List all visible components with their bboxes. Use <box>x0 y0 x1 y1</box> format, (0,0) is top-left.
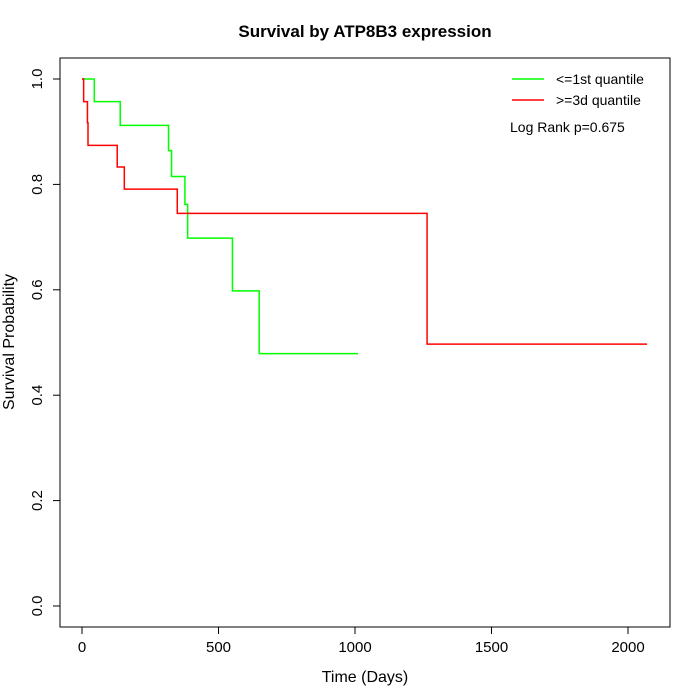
x-tick-label: 1000 <box>338 639 371 656</box>
y-tick-label: 1.0 <box>29 69 46 90</box>
y-tick-label: 0.0 <box>29 596 46 617</box>
y-tick-label: 0.8 <box>29 174 46 195</box>
x-tick-label: 500 <box>206 639 231 656</box>
y-tick-label: 0.2 <box>29 490 46 511</box>
plot-frame <box>59 57 671 628</box>
x-axis-label: Time (Days) <box>322 669 409 686</box>
legend: <=1st quantile >=3d quantile <box>512 71 644 108</box>
survival-curve-1 <box>82 78 359 355</box>
chart-title: Survival by ATP8B3 expression <box>238 22 491 41</box>
y-axis-label: Survival Probability <box>1 274 18 410</box>
x-tick-label: 1500 <box>475 639 508 656</box>
log-rank-annotation: Log Rank p=0.675 <box>510 119 625 135</box>
legend-label: <=1st quantile <box>556 71 644 87</box>
x-tick-label: 2000 <box>611 639 644 656</box>
y-tick-label: 0.4 <box>29 385 46 406</box>
y-tick-label: 0.6 <box>29 279 46 300</box>
x-tick-label: 0 <box>78 639 86 656</box>
survival-curve-2 <box>82 78 648 345</box>
legend-label: >=3d quantile <box>556 92 641 108</box>
